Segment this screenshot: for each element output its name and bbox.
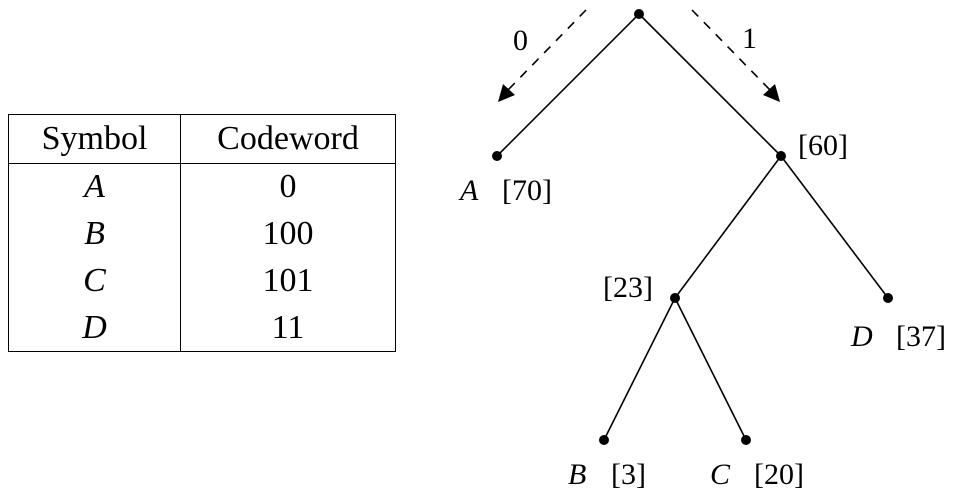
node-d-symbol: D <box>850 320 873 353</box>
table-row: B 100 <box>8 210 396 258</box>
node-b <box>599 435 609 445</box>
right-branch-arrow-line <box>691 9 771 91</box>
node-a-symbol: A <box>458 174 479 207</box>
edge-n60-n23 <box>674 155 782 299</box>
node-b-weight: [3] <box>611 458 646 491</box>
row-symbol: C <box>8 257 181 305</box>
right-branch-label: 1 <box>742 22 757 55</box>
node-23-weight: [23] <box>603 271 653 304</box>
table-row: A 0 <box>8 163 396 211</box>
row-symbol: A <box>8 163 181 211</box>
left-branch-label: 0 <box>513 24 528 57</box>
node-a-weight: [70] <box>502 174 552 207</box>
node-a <box>492 151 502 161</box>
node-c-weight: [20] <box>754 458 804 491</box>
table-row: D 11 <box>8 304 396 352</box>
node-c <box>741 435 751 445</box>
node-c-symbol: C <box>710 458 731 491</box>
node-b-symbol: B <box>568 458 586 491</box>
row-codeword: 100 <box>262 215 314 253</box>
table-header-row: Symbol Codeword <box>8 114 396 164</box>
edge-root-a <box>496 13 640 157</box>
row-codeword: 101 <box>262 261 314 299</box>
node-root <box>634 9 644 19</box>
edge-n60-d <box>780 155 889 299</box>
node-60 <box>776 151 786 161</box>
node-23 <box>670 293 680 303</box>
row-symbol: B <box>8 210 181 258</box>
edge-n23-c <box>674 297 747 441</box>
header-symbol: Symbol <box>8 114 181 164</box>
edge-root-n60 <box>638 13 782 157</box>
left-branch-arrowhead-icon <box>498 84 515 102</box>
edge-n23-b <box>603 297 676 441</box>
row-codeword: 0 <box>279 168 297 206</box>
node-60-weight: [60] <box>798 129 848 162</box>
right-branch-arrowhead-icon <box>763 84 780 102</box>
row-symbol: D <box>8 304 181 352</box>
table-row: C 101 <box>8 257 396 305</box>
codeword-table: Symbol Codeword A 0 B 100 C 101 D 11 <box>8 114 396 352</box>
node-d-weight: [37] <box>896 320 946 353</box>
row-codeword: 11 <box>271 308 305 346</box>
node-d <box>883 293 893 303</box>
header-codeword: Codeword <box>180 114 396 164</box>
left-branch-arrow-line <box>507 9 587 91</box>
